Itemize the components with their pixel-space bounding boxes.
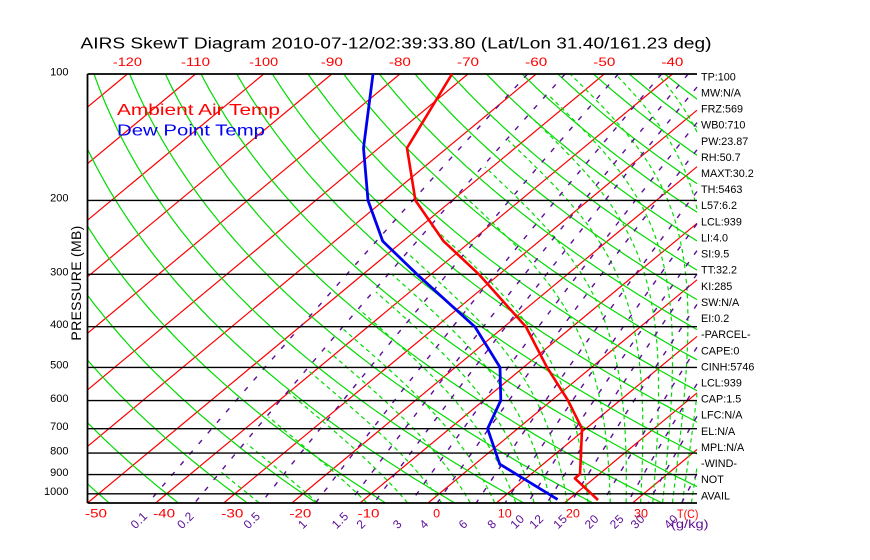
svg-text:600: 600 bbox=[50, 393, 68, 405]
svg-text:-20: -20 bbox=[289, 506, 311, 520]
svg-text:LI:4.0: LI:4.0 bbox=[701, 232, 728, 244]
svg-text:AIRS SkewT Diagram 2010-07-12/: AIRS SkewT Diagram 2010-07-12/02:39:33.8… bbox=[81, 36, 712, 53]
svg-text:10: 10 bbox=[498, 506, 512, 520]
svg-text:NOT: NOT bbox=[701, 474, 724, 486]
svg-text:1000: 1000 bbox=[44, 486, 68, 498]
svg-text:FRZ:569: FRZ:569 bbox=[701, 104, 743, 116]
svg-text:100: 100 bbox=[50, 66, 68, 78]
svg-text:-100: -100 bbox=[249, 55, 278, 69]
svg-text:900: 900 bbox=[50, 467, 68, 479]
svg-text:MAXT:30.2: MAXT:30.2 bbox=[701, 168, 754, 180]
svg-text:300: 300 bbox=[50, 267, 68, 279]
svg-text:-110: -110 bbox=[181, 55, 210, 69]
svg-text:SI:9.5: SI:9.5 bbox=[701, 249, 729, 261]
svg-text:MW:N/A: MW:N/A bbox=[701, 87, 742, 99]
svg-text:SW:N/A: SW:N/A bbox=[701, 297, 740, 309]
svg-text:T(C): T(C) bbox=[677, 507, 699, 521]
svg-text:500: 500 bbox=[50, 360, 68, 372]
svg-text:400: 400 bbox=[50, 319, 68, 331]
svg-text:200: 200 bbox=[50, 193, 68, 205]
svg-text:L57:6.2: L57:6.2 bbox=[701, 200, 737, 212]
svg-text:Dew Point Temp: Dew Point Temp bbox=[117, 122, 265, 139]
svg-text:-PARCEL-: -PARCEL- bbox=[701, 329, 751, 341]
svg-text:-50: -50 bbox=[85, 506, 107, 520]
svg-text:-120: -120 bbox=[113, 55, 142, 69]
svg-text:Ambient Air Temp: Ambient Air Temp bbox=[117, 102, 280, 119]
svg-text:TH:5463: TH:5463 bbox=[701, 184, 742, 196]
svg-text:-10: -10 bbox=[358, 506, 380, 520]
svg-text:EL:N/A: EL:N/A bbox=[701, 426, 736, 438]
svg-text:-80: -80 bbox=[389, 55, 411, 69]
svg-text:MPL:N/A: MPL:N/A bbox=[701, 442, 745, 454]
svg-text:-50: -50 bbox=[593, 55, 615, 69]
svg-text:-40: -40 bbox=[661, 55, 683, 69]
svg-text:TP:100: TP:100 bbox=[701, 71, 736, 83]
svg-text:-90: -90 bbox=[321, 55, 343, 69]
svg-text:AVAIL: AVAIL bbox=[701, 490, 730, 502]
svg-text:LCL:939: LCL:939 bbox=[701, 216, 742, 228]
svg-text:LCL:939: LCL:939 bbox=[701, 378, 742, 390]
svg-text:-60: -60 bbox=[525, 55, 547, 69]
svg-text:-40: -40 bbox=[153, 506, 175, 520]
svg-text:TT:32.2: TT:32.2 bbox=[701, 265, 737, 277]
svg-text:LFC:N/A: LFC:N/A bbox=[701, 410, 743, 422]
svg-text:-WIND-: -WIND- bbox=[701, 458, 737, 470]
svg-text:CAPE:0: CAPE:0 bbox=[701, 345, 739, 357]
svg-text:PRESSURE (MB): PRESSURE (MB) bbox=[68, 225, 84, 340]
svg-text:20: 20 bbox=[566, 506, 580, 520]
svg-text:-30: -30 bbox=[221, 506, 243, 520]
svg-text:EI:0.2: EI:0.2 bbox=[701, 313, 729, 325]
svg-text:KI:285: KI:285 bbox=[701, 281, 732, 293]
svg-text:700: 700 bbox=[50, 421, 68, 433]
svg-text:WB0:710: WB0:710 bbox=[701, 120, 745, 132]
svg-text:800: 800 bbox=[50, 445, 68, 457]
svg-text:CINH:5746: CINH:5746 bbox=[701, 361, 754, 373]
svg-text:-70: -70 bbox=[457, 55, 479, 69]
svg-text:PW:23.87: PW:23.87 bbox=[701, 136, 748, 148]
svg-text:30: 30 bbox=[634, 506, 648, 520]
svg-text:RH:50.7: RH:50.7 bbox=[701, 152, 741, 164]
svg-text:0: 0 bbox=[433, 506, 440, 520]
svg-text:(g/kg): (g/kg) bbox=[671, 517, 709, 531]
svg-text:CAP:1.5: CAP:1.5 bbox=[701, 394, 741, 406]
